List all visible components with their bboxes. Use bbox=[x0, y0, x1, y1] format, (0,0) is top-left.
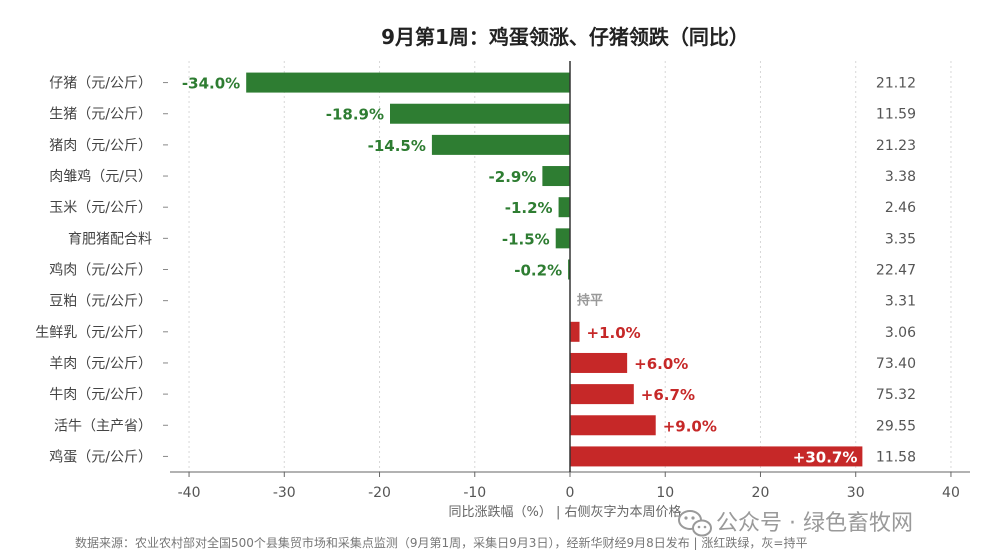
value-label: +6.7% bbox=[641, 386, 695, 404]
price-label: 11.58 bbox=[876, 449, 916, 465]
value-label: +30.7% bbox=[793, 448, 858, 466]
category-labels: 仔猪（元/公斤） 生猪（元/公斤） 猪肉（元/公斤） 肉雏鸡（元/只） 玉米（元/公斤）… bbox=[35, 76, 168, 465]
category-label: 羊肉（元/公斤） bbox=[49, 356, 152, 372]
value-label: +6.0% bbox=[634, 355, 688, 373]
price-labels: 21.12 11.59 21.23 3.38 2.46 3.35 22.47 3.31 3.06… bbox=[876, 76, 916, 466]
bars-group bbox=[246, 72, 863, 467]
value-labels: -34.0% -18.9% -14.5% -2.9% -1.2% -1.5% -0.2% 持平… bbox=[182, 75, 857, 467]
value-label: +1.0% bbox=[587, 324, 641, 342]
x-tick-label: -40 bbox=[178, 485, 201, 501]
category-label: 育肥猪配合料 bbox=[68, 231, 152, 247]
price-label: 21.23 bbox=[876, 138, 916, 154]
x-tick-label: 20 bbox=[752, 485, 770, 501]
source-note: 数据来源：农业农村部对全国500个县集贸市场和采集点监测（9月第1周，采集日9月… bbox=[75, 535, 807, 550]
bar bbox=[570, 321, 580, 342]
bar bbox=[570, 352, 628, 373]
value-label: -14.5% bbox=[368, 137, 426, 155]
price-label: 3.06 bbox=[885, 325, 916, 341]
x-axis: -40 -30 -20 -10 0 10 20 30 40 bbox=[170, 61, 970, 501]
category-label: 猪肉（元/公斤） bbox=[49, 138, 152, 154]
category-label: 鸡蛋（元/公斤） bbox=[49, 448, 152, 465]
x-tick-label: -20 bbox=[368, 485, 391, 501]
bar bbox=[431, 134, 570, 155]
bar bbox=[568, 259, 571, 280]
wechat-icon bbox=[678, 510, 712, 537]
category-label: 生鲜乳（元/公斤） bbox=[35, 325, 152, 341]
price-label: 3.38 bbox=[885, 169, 916, 185]
bar bbox=[570, 415, 656, 436]
price-label: 2.46 bbox=[885, 200, 916, 216]
chart-title: 9月第1周：鸡蛋领涨、仔猪领跌（同比） bbox=[381, 25, 749, 49]
category-label: 玉米（元/公斤） bbox=[49, 200, 152, 216]
watermark: 公众号 · 绿色畜牧网 bbox=[678, 510, 913, 537]
bar bbox=[555, 228, 570, 249]
bar bbox=[570, 446, 863, 467]
price-label: 73.40 bbox=[876, 356, 916, 372]
price-label: 3.35 bbox=[885, 231, 916, 247]
price-label: 3.31 bbox=[885, 294, 916, 310]
value-label: -2.9% bbox=[489, 168, 537, 186]
x-tick-label: -30 bbox=[273, 485, 296, 501]
category-label: 鸡肉（元/公斤） bbox=[49, 262, 152, 279]
x-tick-label: 40 bbox=[942, 485, 960, 501]
value-label: -34.0% bbox=[182, 75, 240, 93]
category-label: 肉雏鸡（元/只） bbox=[49, 168, 152, 185]
value-label: -0.2% bbox=[514, 262, 562, 280]
x-tick-label: -10 bbox=[463, 485, 486, 501]
value-label: +9.0% bbox=[663, 417, 717, 435]
x-tick-label: 30 bbox=[847, 485, 865, 501]
price-label: 11.59 bbox=[876, 107, 916, 123]
bar bbox=[390, 103, 570, 124]
value-label: -1.2% bbox=[505, 199, 553, 217]
x-tick-label: 10 bbox=[656, 485, 674, 501]
bar bbox=[558, 197, 570, 218]
category-label: 牛肉（元/公斤） bbox=[49, 387, 152, 403]
bar bbox=[246, 72, 570, 93]
category-label: 生猪（元/公斤） bbox=[49, 107, 152, 123]
category-label: 仔猪（元/公斤） bbox=[49, 76, 152, 92]
price-label: 22.47 bbox=[876, 263, 916, 279]
value-label: -18.9% bbox=[326, 106, 384, 124]
category-label: 活牛（主产省） bbox=[54, 418, 152, 434]
bar bbox=[542, 166, 570, 187]
grid-lines bbox=[188, 61, 952, 472]
value-label: 持平 bbox=[577, 293, 603, 309]
x-axis-label: 同比涨跌幅（%） | 右侧灰字为本周价格 bbox=[449, 504, 682, 520]
price-label: 29.55 bbox=[876, 418, 916, 434]
category-label: 豆粕（元/公斤） bbox=[49, 294, 152, 310]
bar bbox=[570, 384, 634, 405]
price-label: 75.32 bbox=[876, 387, 916, 403]
price-label: 21.12 bbox=[876, 76, 916, 92]
value-label: -1.5% bbox=[502, 230, 550, 248]
watermark-text: 公众号 · 绿色畜牧网 bbox=[716, 511, 913, 536]
x-tick-label: 0 bbox=[566, 485, 575, 501]
